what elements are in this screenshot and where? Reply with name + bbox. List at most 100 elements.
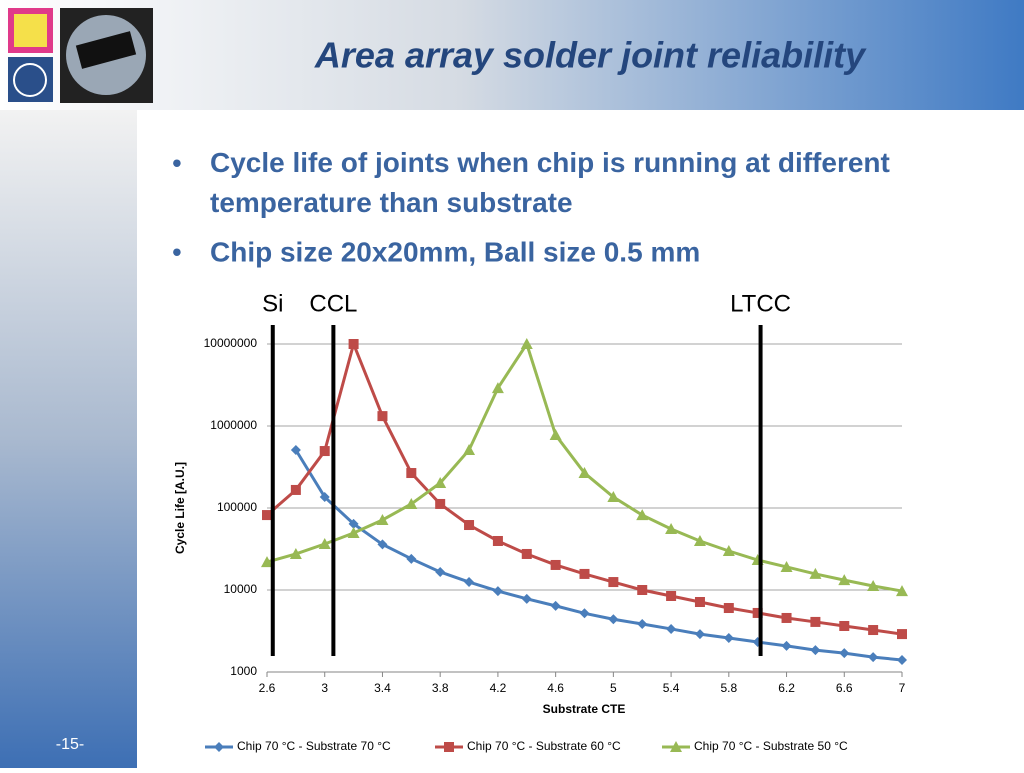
point (838, 574, 851, 586)
point (608, 614, 619, 625)
point (694, 596, 705, 607)
point (868, 625, 879, 636)
point (579, 568, 590, 579)
point (520, 338, 533, 349)
point (405, 497, 418, 509)
x-tick-label: 5 (610, 681, 617, 695)
annotation-label: CCL (309, 290, 357, 317)
point (348, 518, 359, 529)
bullet: Cycle life of joints when chip is runnin… (210, 147, 890, 218)
x-tick-label: 3.4 (374, 681, 391, 695)
point (810, 616, 821, 627)
y-tick-label: 100000 (217, 500, 257, 514)
x-tick-label: 2.6 (259, 681, 276, 695)
annotation-label: LTCC (730, 290, 791, 317)
x-axis-title: Substrate CTE (543, 702, 626, 716)
point (839, 648, 850, 659)
point (464, 577, 475, 588)
point (444, 742, 454, 752)
point (549, 429, 562, 441)
point (608, 577, 619, 588)
point (262, 510, 272, 521)
x-tick-label: 6.2 (778, 681, 795, 695)
point (666, 623, 677, 634)
point (406, 553, 417, 564)
point (521, 548, 532, 559)
point (214, 742, 224, 752)
x-tick-label: 3.8 (432, 681, 449, 695)
point (319, 446, 330, 457)
point (463, 443, 476, 455)
y-tick-label: 10000 (224, 582, 258, 596)
point (435, 566, 446, 577)
point (781, 612, 792, 623)
point (550, 600, 561, 611)
point (637, 618, 648, 629)
x-tick-label: 6.6 (836, 681, 853, 695)
point (723, 603, 734, 614)
point (348, 339, 359, 349)
point (780, 560, 793, 572)
point (347, 527, 360, 539)
bullet-box: Cycle life of joints when chip is runnin… (210, 147, 890, 218)
point (492, 535, 503, 546)
point (636, 509, 649, 521)
point (723, 632, 734, 643)
point (435, 498, 446, 509)
point (491, 382, 504, 394)
point (809, 567, 822, 579)
point (492, 586, 503, 597)
point (868, 652, 879, 663)
point (377, 411, 388, 422)
legend-label: Chip 70 °C - Substrate 70 °C (237, 739, 391, 753)
point (376, 513, 389, 525)
point (289, 547, 302, 559)
x-tick-label: 7 (899, 681, 906, 695)
bullet-dot: • (172, 236, 182, 267)
point (406, 468, 417, 479)
point (666, 590, 677, 601)
page-number: -15- (56, 736, 84, 753)
point (781, 640, 792, 651)
y-tick-label: 10000000 (204, 336, 258, 350)
header (0, 0, 1024, 110)
point (290, 484, 301, 495)
x-tick-label: 4.6 (547, 681, 564, 695)
y-axis-title: Cycle Life [A.U.] (173, 462, 187, 554)
point (550, 559, 561, 570)
point (839, 620, 850, 631)
annotation-label: Si (262, 290, 283, 317)
bullet-dot: • (172, 147, 182, 178)
point (670, 741, 682, 752)
point (694, 629, 705, 640)
point (693, 534, 706, 546)
legend-label: Chip 70 °C - Substrate 50 °C (694, 739, 848, 753)
point (579, 608, 590, 619)
point (434, 476, 447, 488)
point (897, 655, 907, 666)
logo (13, 63, 47, 97)
point (521, 593, 532, 604)
point (897, 629, 907, 640)
point (722, 544, 735, 556)
logo (14, 14, 47, 47)
point (578, 467, 591, 479)
point (896, 585, 908, 597)
point (867, 579, 880, 591)
x-tick-label: 4.2 (490, 681, 507, 695)
point (665, 522, 678, 534)
y-tick-label: 1000000 (210, 418, 257, 432)
point (752, 607, 763, 618)
point (318, 537, 331, 549)
point (637, 585, 648, 595)
point (464, 520, 475, 531)
point (319, 492, 330, 503)
sidebar (0, 110, 137, 768)
bullet: Chip size 20x20mm, Ball size 0.5 mm (210, 236, 700, 267)
legend-label: Chip 70 °C - Substrate 60 °C (467, 739, 621, 753)
photo (75, 31, 137, 69)
x-tick-label: 3 (321, 681, 328, 695)
x-tick-label: 5.8 (720, 681, 737, 695)
